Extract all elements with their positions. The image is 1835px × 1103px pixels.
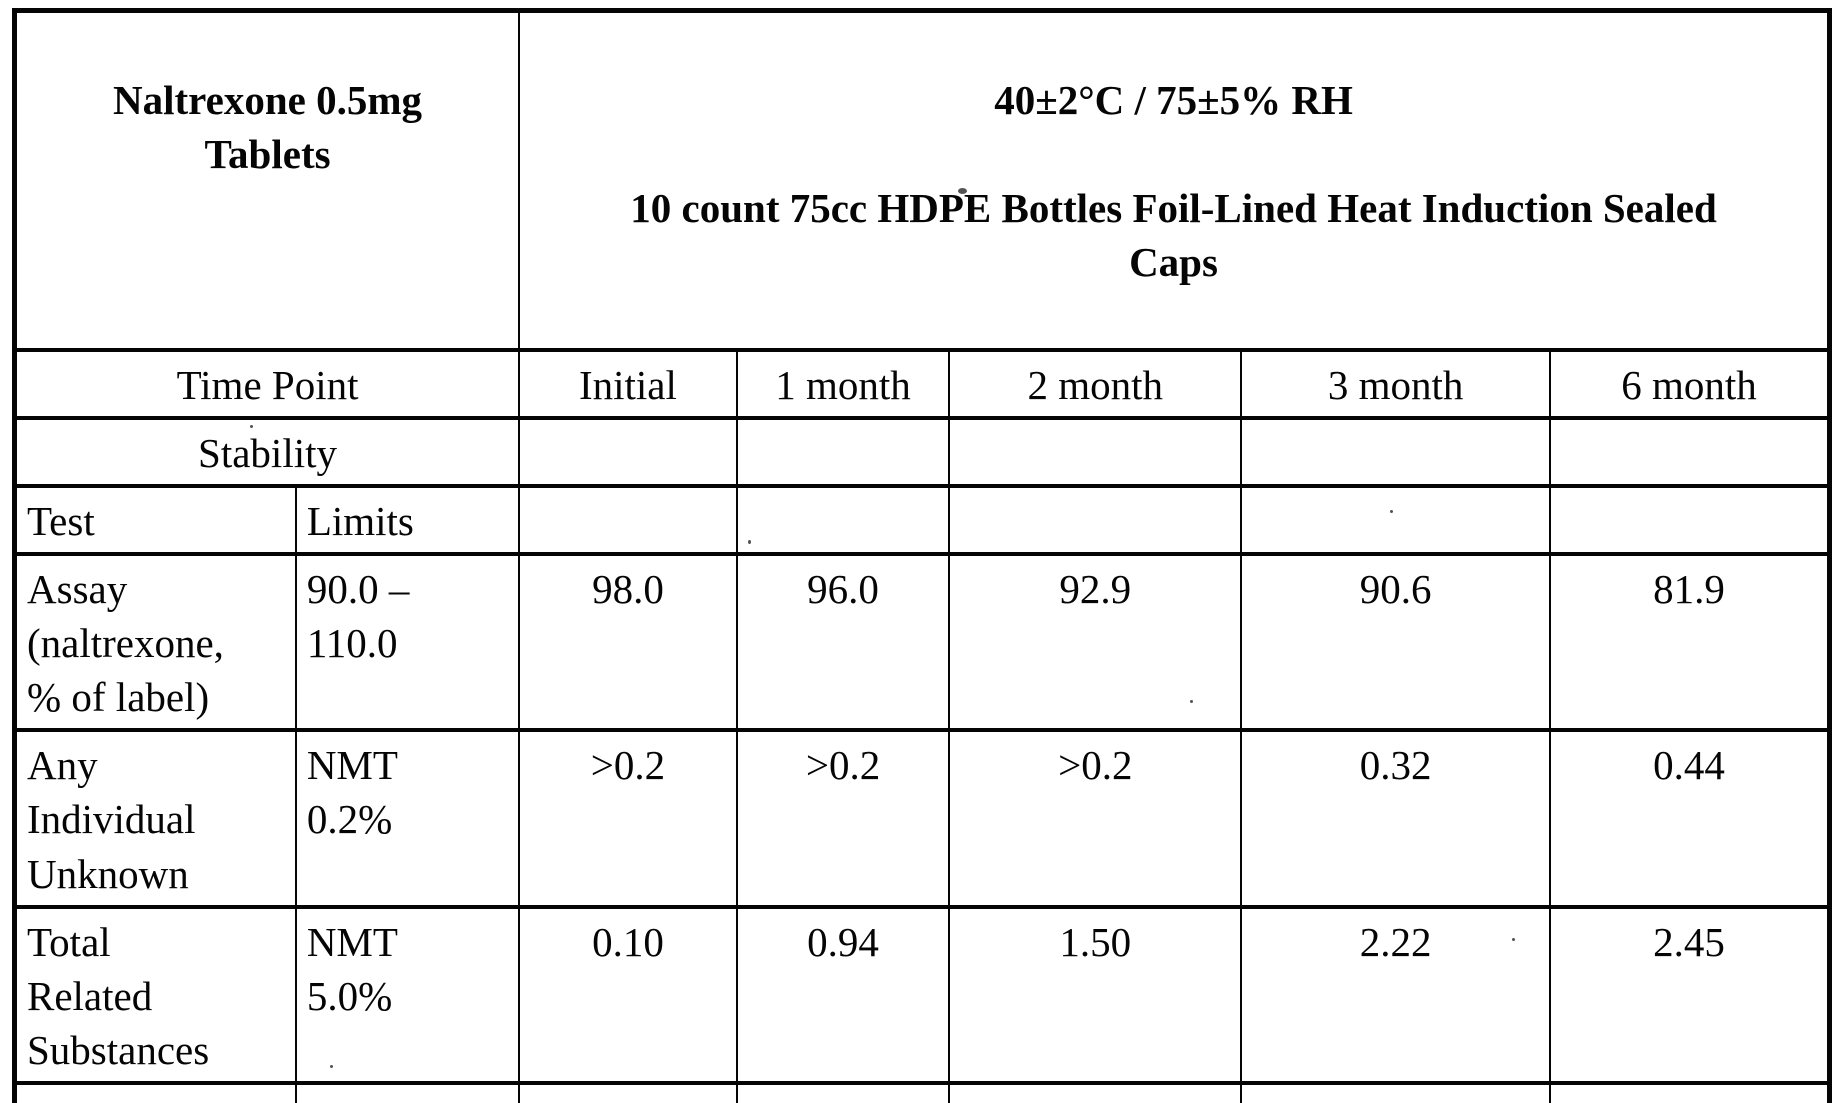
unknown-6-month-value: 0.44: [1548, 728, 1831, 909]
empty-cell: [1548, 415, 1831, 488]
time-point-6-month: 6 month: [1548, 347, 1831, 420]
empty-cell: [948, 415, 1243, 488]
total-initial-value: 0.10: [518, 904, 738, 1085]
individual-unknown-row: Any Individual Unknown NMT 0.2% >0.2 >0.…: [13, 728, 1831, 909]
empty-cell: [518, 483, 738, 556]
assay-initial-value: 98.0: [518, 551, 738, 733]
time-point-initial: Initial: [518, 347, 738, 420]
stability-row: Stability: [13, 415, 1831, 488]
table-header-row: Naltrexone 0.5mg Tablets 40±2°C / 75±5% …: [13, 8, 1831, 352]
assay-3-month-value: 90.6: [1240, 551, 1551, 733]
time-point-1-month: 1 month: [735, 347, 951, 420]
limit-assay: 90.0 – 110.0: [294, 551, 521, 733]
unknown-3-month-value: 0.32: [1240, 728, 1551, 909]
storage-condition: 40±2°C / 75±5% RH: [994, 77, 1353, 124]
total-1-month-value: 0.94: [735, 904, 951, 1085]
product-title-cell: Naltrexone 0.5mg Tablets: [13, 8, 521, 352]
dissolution-3-month-value: 92: [1240, 1080, 1551, 1103]
dissolution-row: Dissolution (% dissolved) NLT 90% in 60 …: [13, 1080, 1831, 1103]
scan-speckle: [250, 425, 253, 428]
assay-2-month-value: 92.9: [948, 551, 1243, 733]
unknown-2-month-value: >0.2: [948, 728, 1243, 909]
total-6-month-value: 2.45: [1548, 904, 1831, 1085]
packaging-description: 10 count 75cc HDPE Bottles Foil-Lined He…: [630, 185, 1717, 286]
time-point-3-month: 3 month: [1240, 347, 1551, 420]
scan-speckle: [330, 1065, 333, 1068]
product-title: Naltrexone 0.5mg Tablets: [113, 77, 422, 178]
test-name-total-related: Total Related Substances: [13, 904, 297, 1085]
dissolution-2-month-value: 93: [948, 1080, 1243, 1103]
assay-1-month-value: 96.0: [735, 551, 951, 733]
empty-cell: [1240, 415, 1551, 488]
time-point-2-month: 2 month: [948, 347, 1243, 420]
assay-6-month-value: 81.9: [1548, 551, 1831, 733]
test-name-assay: Assay (naltrexone, % of label): [13, 551, 297, 733]
test-name-dissolution: Dissolution (% dissolved): [13, 1080, 297, 1103]
stability-label: Stability: [13, 415, 521, 488]
empty-cell: [735, 415, 951, 488]
scan-speckle: [958, 188, 967, 194]
storage-condition-cell: 40±2°C / 75±5% RH 10 count 75cc HDPE Bot…: [518, 8, 1831, 352]
limit-total-related: NMT 5.0%: [294, 904, 521, 1085]
total-related-row: Total Related Substances NMT 5.0% 0.10 0…: [13, 904, 1831, 1085]
scan-speckle: [748, 540, 751, 544]
dissolution-initial-value: 103: [518, 1080, 738, 1103]
test-limits-header-row: Test Limits: [13, 483, 1831, 556]
limit-individual-unknown: NMT 0.2%: [294, 728, 521, 909]
test-name-individual-unknown: Any Individual Unknown: [13, 728, 297, 909]
total-3-month-value: 2.22: [1240, 904, 1551, 1085]
total-2-month-value: 1.50: [948, 904, 1243, 1085]
empty-cell: [1240, 483, 1551, 556]
empty-cell: [948, 483, 1243, 556]
limits-header: Limits: [294, 483, 521, 556]
scan-speckle: [1390, 510, 1393, 513]
dissolution-6-month-value: 83: [1548, 1080, 1831, 1103]
empty-cell: [735, 483, 951, 556]
stability-table: Naltrexone 0.5mg Tablets 40±2°C / 75±5% …: [12, 8, 1832, 1103]
assay-row: Assay (naltrexone, % of label) 90.0 – 11…: [13, 551, 1831, 733]
empty-cell: [518, 415, 738, 488]
scan-speckle: [1512, 938, 1515, 941]
time-point-row: Time Point Initial 1 month 2 month 3 mon…: [13, 347, 1831, 420]
test-header: Test: [13, 483, 297, 556]
empty-cell: [1548, 483, 1831, 556]
limit-dissolution: NLT 90% in 60 minutes: [294, 1080, 521, 1103]
unknown-initial-value: >0.2: [518, 728, 738, 909]
unknown-1-month-value: >0.2: [735, 728, 951, 909]
scan-speckle: [1190, 700, 1193, 703]
time-point-label: Time Point: [13, 347, 521, 420]
dissolution-1-month-value: 96: [735, 1080, 951, 1103]
